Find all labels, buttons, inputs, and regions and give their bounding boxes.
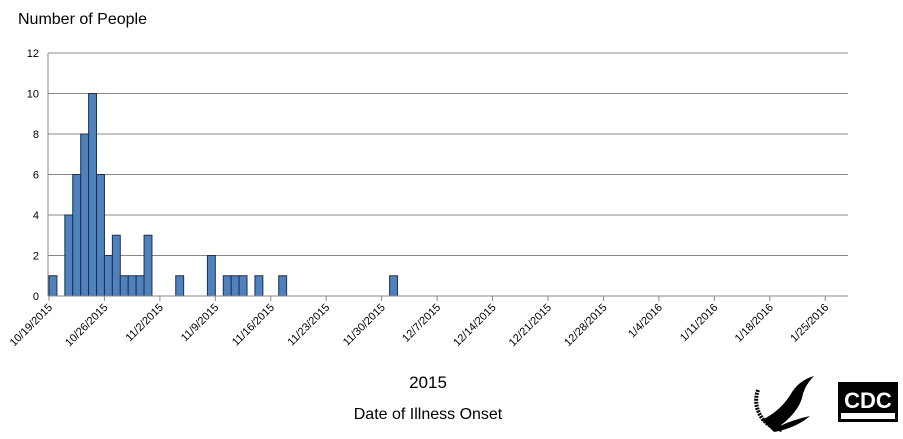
bar-2015-11-14 bbox=[254, 275, 264, 297]
x-tick-label: 12/7/2015 bbox=[400, 302, 443, 345]
bar-2015-11-12 bbox=[238, 275, 248, 297]
y-tick-label: 0 bbox=[33, 291, 39, 303]
bar-2015-10-22 bbox=[72, 174, 82, 297]
bar-2015-10-27 bbox=[111, 234, 121, 297]
y-tick-label: 6 bbox=[33, 170, 39, 182]
bar-2015-10-21 bbox=[64, 214, 74, 297]
bar-2015-10-31 bbox=[143, 234, 153, 297]
bar-2015-12-01 bbox=[389, 275, 399, 297]
bar-2015-11-10 bbox=[222, 275, 232, 297]
hhs-logo bbox=[754, 376, 814, 432]
y-tick-label: 10 bbox=[27, 89, 39, 101]
svg-text:CDC: CDC bbox=[844, 388, 892, 413]
bar-2015-10-24 bbox=[88, 93, 98, 297]
x-tick-label: 11/2/2015 bbox=[123, 302, 166, 345]
x-tick-label: 12/14/2015 bbox=[451, 302, 498, 349]
bar-2015-10-23 bbox=[80, 133, 90, 297]
y-tick-label: 8 bbox=[33, 129, 39, 141]
x-axis-title: Date of Illness Onset bbox=[354, 406, 503, 423]
bar-2015-10-26 bbox=[103, 255, 113, 297]
bar-2015-11-04 bbox=[175, 275, 185, 297]
bar-2015-10-29 bbox=[127, 275, 137, 297]
y-tick-label: 4 bbox=[33, 210, 39, 222]
bar-2015-10-19 bbox=[48, 275, 58, 297]
x-tick-label: 10/19/2015 bbox=[8, 302, 55, 349]
x-tick-label: 1/4/2016 bbox=[626, 302, 665, 341]
y-tick-label: 12 bbox=[27, 48, 39, 60]
y-tick-label: 2 bbox=[33, 251, 39, 263]
x-tick-label: 11/16/2015 bbox=[230, 302, 277, 349]
year-label: 2015 bbox=[409, 373, 447, 392]
x-tick-label: 11/30/2015 bbox=[341, 302, 388, 349]
x-tick-label: 1/11/2016 bbox=[678, 302, 721, 345]
cdc-logo: CDC bbox=[838, 382, 898, 422]
bar-2015-10-30 bbox=[135, 275, 145, 297]
bar-2015-11-11 bbox=[230, 275, 240, 297]
x-tick-label: 12/28/2015 bbox=[562, 302, 609, 349]
x-tick-label: 1/18/2016 bbox=[733, 302, 776, 345]
bar-2015-11-17 bbox=[278, 275, 288, 297]
x-tick-label: 10/26/2015 bbox=[63, 302, 110, 349]
x-tick-label: 11/9/2015 bbox=[179, 302, 222, 345]
x-tick-label: 1/25/2016 bbox=[788, 302, 831, 345]
bar-2015-10-28 bbox=[119, 275, 129, 297]
bar-2015-10-25 bbox=[96, 174, 105, 297]
bar-2015-11-08 bbox=[206, 255, 216, 297]
y-axis-title: Number of People bbox=[18, 11, 147, 28]
x-tick-label: 11/23/2015 bbox=[286, 302, 333, 349]
x-tick-label: 12/21/2015 bbox=[507, 302, 554, 349]
